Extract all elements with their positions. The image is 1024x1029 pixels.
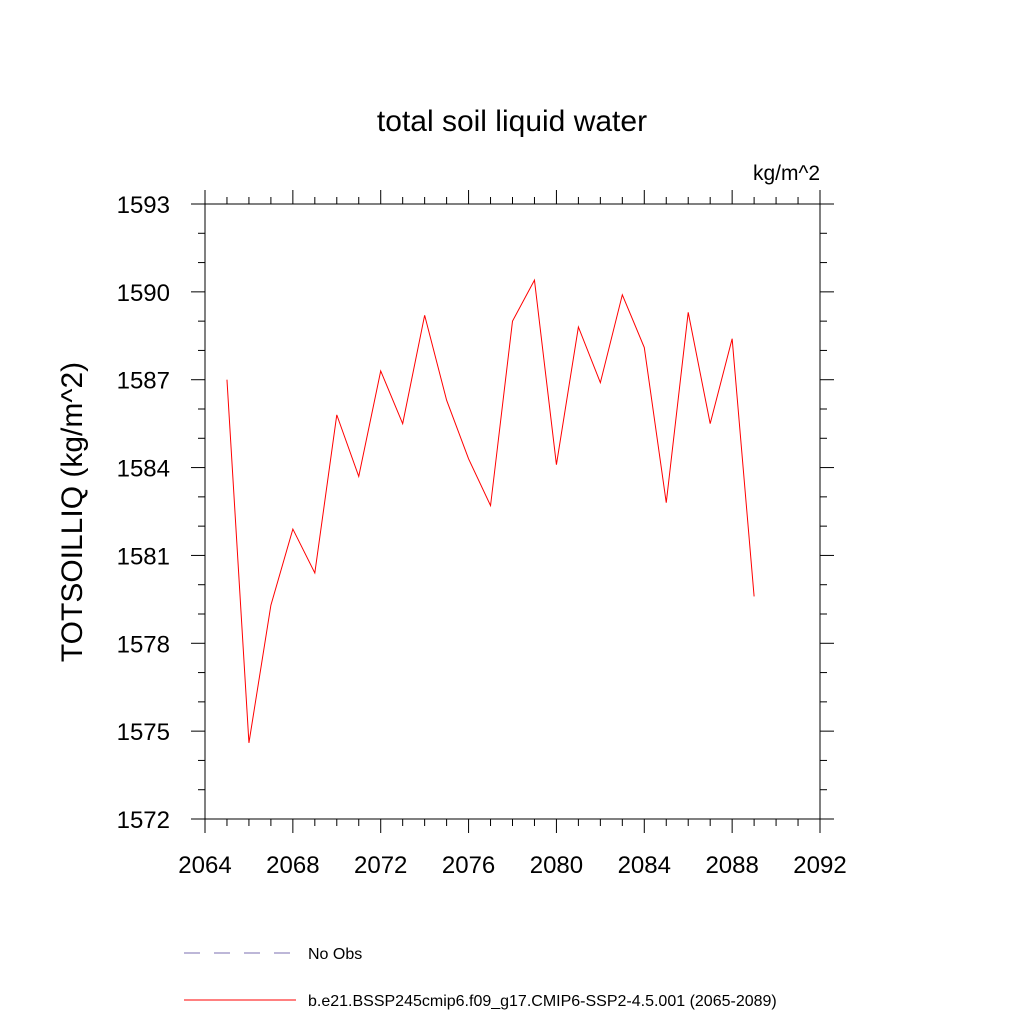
x-tick-label: 2068 <box>266 852 319 879</box>
x-tick-label: 2084 <box>618 852 671 879</box>
y-tick-label: 1578 <box>117 631 170 658</box>
y-tick-label: 1581 <box>117 543 170 570</box>
legend: No Obs b.e21.BSSP245cmip6.f09_g17.CMIP6-S… <box>184 946 777 1010</box>
x-tick-label: 2092 <box>793 852 846 879</box>
chart-title: total soil liquid water <box>377 105 647 138</box>
axis-ticks: 2064 2068 2072 2076 2080 2084 2088 2092 1572 1575… <box>117 190 847 879</box>
x-tick-label: 2076 <box>442 852 495 879</box>
y-tick-label: 1572 <box>117 807 170 834</box>
y-tick-label: 1587 <box>117 368 170 395</box>
series-line <box>226 278 755 743</box>
y-tick-label: 1575 <box>117 719 170 746</box>
x-tick-label: 2080 <box>530 852 583 879</box>
x-tick-label: 2088 <box>705 852 758 879</box>
legend-label: No Obs <box>308 946 362 963</box>
y-tick-label: 1584 <box>117 456 170 483</box>
y-tick-label: 1590 <box>117 280 170 307</box>
legend-label: b.e21.BSSP245cmip6.f09_g17.CMIP6-SSP2-4.… <box>308 993 777 1010</box>
y-tick-label: 1593 <box>117 192 170 219</box>
data-series <box>226 278 755 743</box>
y-axis-label: TOTSOILLIQ (kg/m^2) <box>56 362 89 662</box>
x-tick-label: 2072 <box>354 852 407 879</box>
x-tick-label: 2064 <box>178 852 231 879</box>
plot-frame <box>204 203 821 820</box>
units-label: kg/m^2 <box>753 162 820 185</box>
